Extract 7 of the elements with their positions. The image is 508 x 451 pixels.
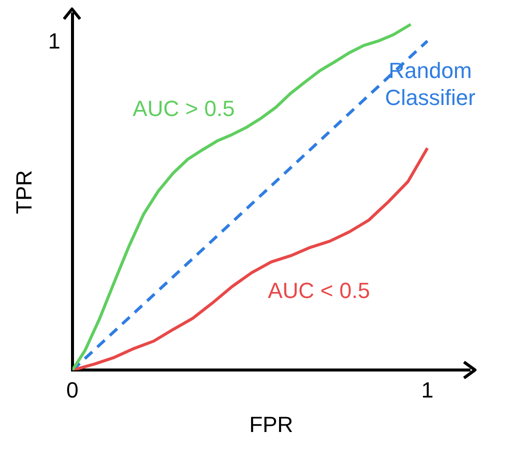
x-tick-label: 0 [66,377,79,402]
series-label: AUC < 0.5 [268,278,370,303]
y-axis-title: TPR [11,170,36,214]
series-label: Random Classifier [385,58,476,110]
x-axis-title: FPR [249,412,294,437]
text: 1 [48,28,60,54]
series-label: AUC > 0.5 [132,96,235,122]
